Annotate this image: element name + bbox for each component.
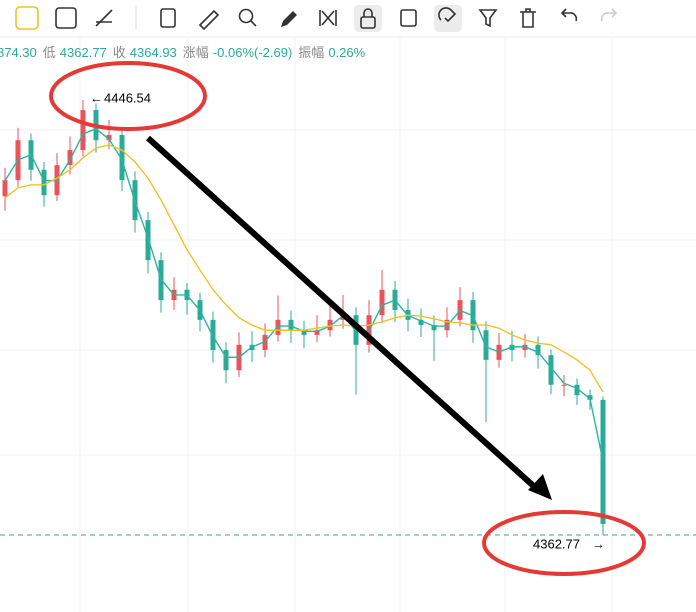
candle-body	[67, 150, 73, 166]
tool-undo[interactable]	[560, 8, 578, 22]
candle-body	[223, 349, 229, 371]
candle-body	[561, 384, 567, 386]
ohlc-header: 874.30 低 4362.77 收 4364.93 涨幅 -0.06%(-2.69) 振幅 0…	[0, 42, 365, 61]
moving-average	[4, 127, 604, 462]
tool-lock[interactable]	[360, 16, 376, 29]
high-marker: 4446.54	[104, 90, 151, 105]
candle-body	[600, 399, 606, 524]
toolbar	[0, 5, 696, 38]
candle-body	[275, 319, 281, 335]
stat-value: 0.26%	[328, 45, 366, 60]
low-marker: 4362.77	[533, 536, 580, 551]
candle-body	[353, 315, 359, 345]
stat-label: 收	[112, 45, 126, 60]
candle-body	[548, 355, 554, 385]
candle-body	[288, 319, 294, 331]
candle-body	[80, 110, 86, 151]
moving-average	[4, 144, 604, 393]
arrow-right: →	[592, 536, 605, 551]
tool-hide[interactable]	[319, 10, 337, 26]
candle-body	[379, 289, 385, 316]
tool-delete[interactable]	[520, 8, 536, 28]
annotations	[49, 61, 646, 576]
candle-body	[587, 395, 593, 400]
stat-value: -0.06%(-2.69)	[212, 45, 293, 60]
stat-value: 4364.93	[129, 45, 177, 60]
candle-body	[106, 134, 112, 141]
tool-edit[interactable]	[400, 9, 417, 27]
tool-copy[interactable]	[160, 8, 176, 28]
tool-ruler[interactable]	[198, 9, 220, 31]
tool-zoom[interactable]	[238, 8, 254, 24]
stat-label: 低	[42, 45, 56, 60]
stat-value: 874.30	[0, 45, 37, 60]
candle-body	[301, 330, 307, 335]
candle-body	[574, 384, 580, 396]
tool-draw[interactable]	[15, 6, 39, 30]
tool-swap[interactable]	[55, 7, 77, 29]
tool-line[interactable]	[95, 9, 113, 27]
candle-body	[535, 344, 541, 356]
candle-body	[327, 319, 333, 331]
candle-body	[418, 319, 424, 326]
tool-magnet[interactable]	[438, 7, 457, 23]
tool-pen[interactable]	[281, 11, 297, 27]
candle-body	[431, 325, 437, 331]
tool-redo[interactable]	[600, 8, 618, 22]
candle-body	[2, 180, 8, 197]
candle-body	[119, 134, 125, 181]
candle-body	[262, 334, 268, 350]
candle-body	[41, 169, 47, 196]
tool-filter[interactable]	[478, 9, 498, 28]
stat-value: 4362.77	[59, 45, 107, 60]
stat-label: 振幅	[298, 45, 325, 60]
candle-body	[314, 330, 320, 335]
arrow-left: ←	[90, 90, 103, 105]
stat-label: 涨幅	[182, 45, 209, 60]
